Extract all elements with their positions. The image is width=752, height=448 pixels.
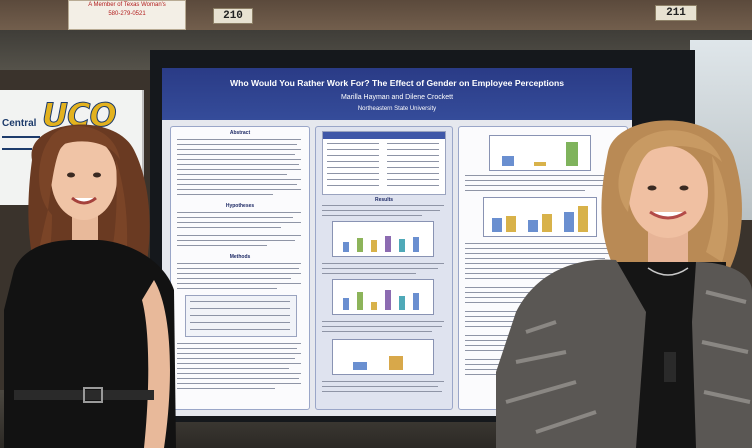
flyer: A Member of Texas Woman's 580-279-0521 bbox=[68, 0, 186, 30]
text-line bbox=[177, 348, 297, 350]
text-line bbox=[177, 174, 287, 176]
text-line bbox=[177, 194, 273, 196]
text-line bbox=[177, 212, 301, 214]
text-line bbox=[177, 278, 291, 280]
text-line bbox=[177, 217, 293, 219]
text-line bbox=[322, 263, 444, 265]
text-line bbox=[177, 139, 301, 141]
text-line bbox=[177, 263, 301, 265]
poster-bar-chart bbox=[483, 197, 597, 237]
text-line bbox=[177, 240, 295, 242]
flyer-line: A Member of Texas Woman's bbox=[88, 2, 166, 8]
section-heading: Methods bbox=[229, 254, 251, 260]
poster-column-left: Abstract Hypotheses Methods bbox=[170, 126, 310, 410]
text-line bbox=[177, 149, 301, 151]
person-left bbox=[4, 124, 176, 448]
text-line bbox=[322, 205, 444, 207]
text-line bbox=[177, 235, 301, 237]
section-heading: Abstract bbox=[229, 130, 251, 136]
text-line bbox=[177, 343, 301, 345]
text-line bbox=[465, 175, 621, 177]
text-line bbox=[177, 363, 301, 365]
text-line bbox=[177, 353, 301, 355]
room-number-sign: 211 bbox=[655, 5, 697, 21]
text-line bbox=[177, 268, 299, 270]
poster-title: Who Would You Rather Work For? The Effec… bbox=[229, 78, 565, 88]
text-line bbox=[177, 184, 297, 186]
text-line bbox=[465, 278, 595, 280]
text-line bbox=[322, 386, 438, 388]
text-line bbox=[322, 381, 444, 383]
text-line bbox=[465, 253, 621, 255]
text-line bbox=[322, 210, 440, 212]
text-line bbox=[177, 283, 301, 285]
poster-bar-chart bbox=[332, 279, 434, 315]
text-line bbox=[177, 288, 277, 290]
text-line bbox=[322, 268, 438, 270]
text-line bbox=[465, 180, 615, 182]
text-line bbox=[465, 190, 585, 192]
poster-affiliation: Northeastern State University bbox=[357, 106, 437, 112]
text-line bbox=[177, 245, 267, 247]
text-line bbox=[177, 189, 301, 191]
text-line bbox=[465, 268, 613, 270]
section-heading: Hypotheses bbox=[225, 203, 255, 209]
poster-header: Who Would You Rather Work For? The Effec… bbox=[162, 68, 632, 120]
text-line bbox=[177, 227, 281, 229]
text-line bbox=[322, 391, 442, 393]
text-line bbox=[322, 215, 422, 217]
text-line bbox=[177, 169, 301, 171]
text-line bbox=[177, 273, 301, 275]
text-line bbox=[177, 154, 295, 156]
flyer-line: 580-279-0521 bbox=[108, 11, 146, 17]
variables-table bbox=[322, 131, 446, 195]
text-line bbox=[322, 273, 416, 275]
room-number-sign: 210 bbox=[213, 8, 253, 24]
text-line bbox=[322, 321, 444, 323]
text-line bbox=[465, 185, 621, 187]
poster-bar-chart bbox=[489, 135, 591, 171]
text-line bbox=[177, 378, 299, 380]
person-right bbox=[496, 120, 752, 448]
text-line bbox=[322, 331, 432, 333]
text-line bbox=[177, 388, 275, 390]
text-line bbox=[177, 383, 301, 385]
poster-authors: Marilla Hayman and Dilene Crockett bbox=[340, 94, 454, 101]
poster-column-middle: Results bbox=[315, 126, 453, 410]
text-line bbox=[177, 373, 301, 375]
text-line bbox=[177, 358, 295, 360]
text-line bbox=[177, 222, 301, 224]
section-heading: Results bbox=[374, 197, 394, 203]
banner-text-line bbox=[2, 148, 32, 150]
data-table bbox=[185, 295, 297, 337]
text-line bbox=[177, 368, 289, 370]
banner-text-line bbox=[2, 136, 40, 138]
text-line bbox=[465, 243, 621, 245]
text-line bbox=[465, 258, 605, 260]
text-line bbox=[177, 144, 297, 146]
text-line bbox=[177, 164, 299, 166]
poster-bar-chart bbox=[332, 339, 434, 375]
text-line bbox=[465, 248, 617, 250]
text-line bbox=[465, 263, 621, 265]
text-line bbox=[177, 159, 301, 161]
banner-text: Central bbox=[2, 118, 37, 129]
text-line bbox=[322, 326, 442, 328]
text-line bbox=[177, 179, 301, 181]
poster-bar-chart bbox=[332, 221, 434, 257]
text-line bbox=[465, 273, 621, 275]
